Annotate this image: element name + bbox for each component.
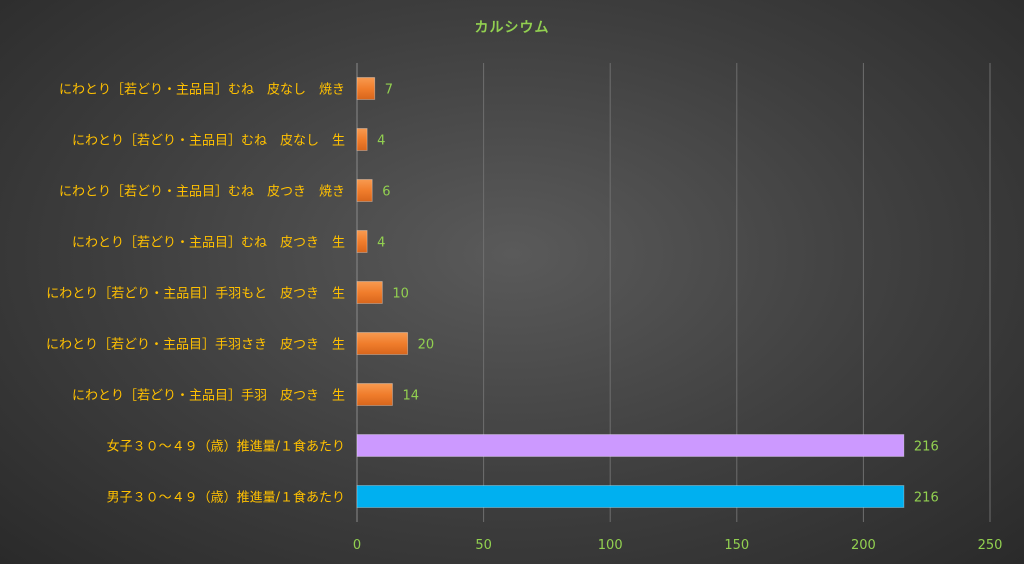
category-label: にわとり［若どり・主品目］むね 皮つき 生 xyxy=(72,235,345,251)
data-label: 7 xyxy=(385,83,393,98)
data-label: 20 xyxy=(418,338,435,353)
bar xyxy=(356,281,383,304)
data-label: 4 xyxy=(377,236,385,251)
bar xyxy=(356,77,376,100)
data-label: 10 xyxy=(392,287,409,302)
x-tick-label: 150 xyxy=(724,538,749,553)
category-label: にわとり［若どり・主品目］むね 皮なし 生 xyxy=(72,133,345,149)
x-tick-label: 200 xyxy=(851,538,876,553)
category-label: にわとり［若どり・主品目］むね 皮なし 焼き xyxy=(59,82,345,98)
x-tick-labels: 0 50 100 150 200 250 xyxy=(353,538,1003,553)
data-label: 14 xyxy=(402,389,419,404)
category-label: にわとり［若どり・主品目］手羽もと 皮つき 生 xyxy=(46,286,345,302)
bar xyxy=(356,434,905,457)
bar xyxy=(356,485,905,508)
bars xyxy=(356,77,905,508)
data-label: 4 xyxy=(377,134,385,149)
bar xyxy=(356,179,373,202)
x-tick-label: 0 xyxy=(353,538,361,553)
bar xyxy=(356,128,368,151)
category-label: にわとり［若どり・主品目］手羽さき 皮つき 生 xyxy=(46,337,345,353)
x-tick-label: 50 xyxy=(475,538,492,553)
data-labels: 7 4 6 4 10 20 14 216 216 xyxy=(377,83,939,506)
data-label: 216 xyxy=(914,440,939,455)
category-label: にわとり［若どり・主品目］手羽 皮つき 生 xyxy=(72,388,345,404)
category-label: 男子３０～４９（歳）推進量/１食あたり xyxy=(107,490,345,506)
x-tick-label: 250 xyxy=(978,538,1003,553)
category-label: にわとり［若どり・主品目］むね 皮つき 焼き xyxy=(59,184,345,200)
chart-title: カルシウム xyxy=(475,20,550,36)
bar xyxy=(356,332,409,355)
data-label: 216 xyxy=(914,491,939,506)
category-label: 女子３０～４９（歳）推進量/１食あたり xyxy=(107,439,345,455)
bar xyxy=(356,383,393,406)
x-tick-label: 100 xyxy=(598,538,623,553)
bar xyxy=(356,230,368,253)
data-label: 6 xyxy=(382,185,390,200)
